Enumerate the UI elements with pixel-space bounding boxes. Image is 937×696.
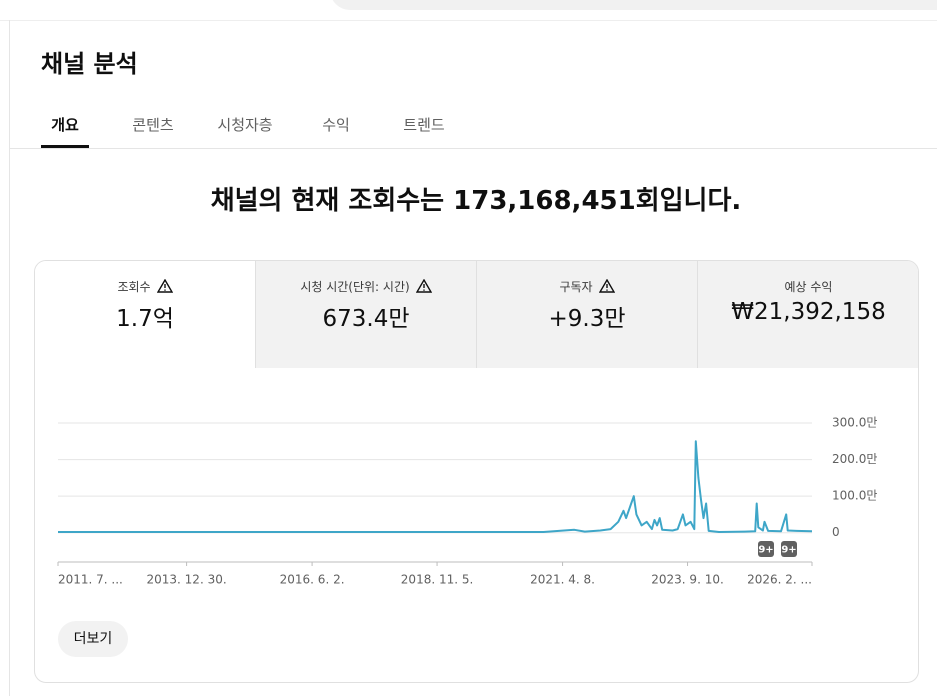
metric-tab[interactable]: 예상 수익 ₩21,392,158 (697, 261, 918, 368)
metric-tab[interactable]: 시청 시간(단위: 시간) 673.4만 (255, 261, 476, 368)
tab[interactable]: 시청자층 (217, 116, 273, 134)
tab[interactable]: 콘텐츠 (132, 116, 174, 134)
metric-label: 조회수 (117, 279, 151, 294)
tab-divider (9, 148, 937, 149)
tab[interactable]: 개요 (51, 116, 79, 134)
metric-tab[interactable]: 조회수 1.7억 (35, 261, 255, 368)
top-divider (0, 20, 937, 21)
search-box[interactable] (330, 0, 937, 10)
more-button[interactable]: 더보기 (58, 621, 128, 657)
metric-label: 시청 시간(단위: 시간) (300, 279, 410, 294)
tab-underline (41, 145, 89, 148)
tab[interactable]: 수익 (322, 116, 350, 134)
metric-label: 예상 수익 (784, 279, 833, 294)
tab[interactable]: 트렌드 (403, 116, 445, 134)
metric-tab[interactable]: 구독자 +9.3만 (476, 261, 697, 368)
side-divider (9, 20, 10, 696)
metric-label: 구독자 (559, 279, 593, 294)
metric-value: 1.7억 (116, 306, 174, 332)
headline: 채널의 현재 조회수는 173,168,451회입니다. (210, 186, 742, 216)
metric-value: ₩21,392,158 (731, 299, 886, 325)
warning-icon (415, 279, 432, 293)
metric-value: +9.3만 (548, 306, 626, 332)
metrics-card: 조회수 1.7억 시청 시간(단위: 시간) 673.4만 구독자 +9.3만 … (34, 260, 919, 683)
metric-value: 673.4만 (322, 306, 410, 332)
warning-icon (598, 279, 615, 293)
warning-icon (156, 279, 173, 293)
page-title: 채널 분석 (41, 50, 138, 78)
